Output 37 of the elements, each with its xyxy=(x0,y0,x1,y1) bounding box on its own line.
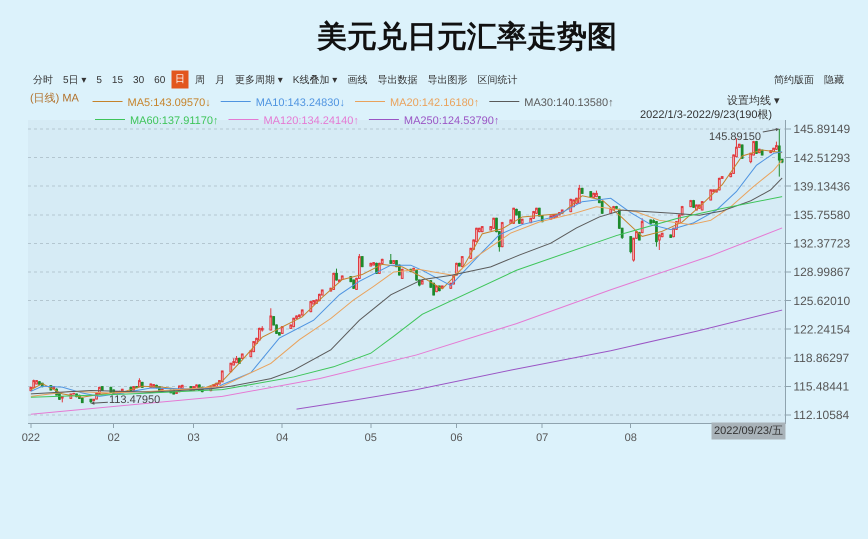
text: 分时 5日 ▾ 5 15 30 60 xyxy=(33,74,166,86)
y-tick-label: 118.86297 xyxy=(793,350,850,365)
text: 周 月 更多周期 ▾ K线叠加 ▾ 画线 导出数据 导出图形 区间统计 xyxy=(195,74,518,86)
x-tick-label: 05 xyxy=(364,432,377,444)
y-tick-label: 132.37723 xyxy=(793,236,850,251)
x-tick-label: 06 xyxy=(450,432,463,444)
y-tick-label: 135.75580 xyxy=(793,208,850,222)
y-tick-label: 139.13436 xyxy=(793,179,850,194)
y-tick-label: 128.99867 xyxy=(793,265,850,280)
x-tick-label: 08 xyxy=(624,432,637,444)
y-tick-label: 115.48441 xyxy=(793,380,850,394)
chart-title: 美元兑日元汇率走势图 xyxy=(316,20,617,54)
legend-title: (日线) MA xyxy=(30,91,80,104)
legend-label: MA30:140.13580↑ xyxy=(524,96,614,109)
annotation: 2022/1/3-2022/9/23(190根) xyxy=(640,109,772,121)
x-tick-label: 07 xyxy=(536,432,548,444)
legend-label: MA5:143.09570↓ xyxy=(128,96,211,109)
x-tick-label: 022 xyxy=(22,432,40,444)
legend-label: MA250:124.53790↑ xyxy=(404,114,500,127)
y-tick-label: 125.62010 xyxy=(793,294,850,308)
legend-label: MA120:134.24140↑ xyxy=(263,114,359,127)
text: 日 xyxy=(175,74,185,85)
legend-label: MA20:142.16180↑ xyxy=(390,96,480,109)
text: 2022/09/23/五 xyxy=(714,425,784,437)
text: 简约版面 隐藏 xyxy=(774,74,844,86)
y-tick-label: 122.24154 xyxy=(793,322,850,336)
text: 设置均线 ▾ xyxy=(727,94,780,107)
y-tick-label: 112.10584 xyxy=(793,408,850,422)
x-tick-label: 03 xyxy=(188,432,200,444)
x-tick-label: 02 xyxy=(108,432,120,444)
x-tick-label: 04 xyxy=(276,432,288,444)
annotation: 113.47950 xyxy=(109,394,160,406)
y-tick-label: 142.51293 xyxy=(793,150,850,165)
annotation: 145.89150 xyxy=(709,131,761,143)
legend-label: MA10:143.24830↓ xyxy=(256,96,346,109)
legend-label: MA60:137.91170↑ xyxy=(130,114,218,127)
y-tick-label: 145.89149 xyxy=(793,122,850,136)
